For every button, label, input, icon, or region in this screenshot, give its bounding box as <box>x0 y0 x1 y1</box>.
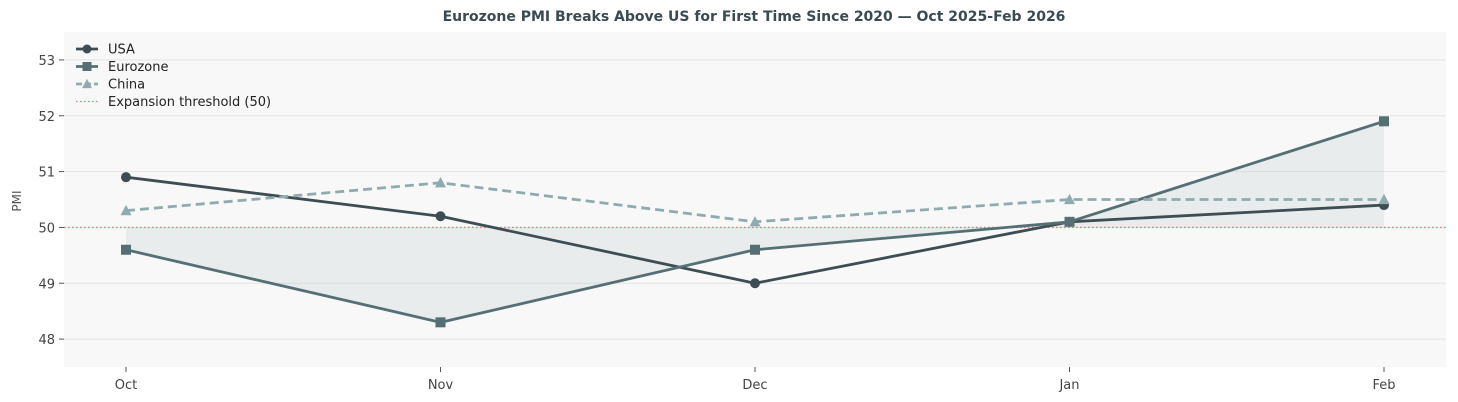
data-point-usa <box>435 211 446 222</box>
y-tick-label: 49 <box>38 277 55 292</box>
chart-title: Eurozone PMI Breaks Above US for First T… <box>443 9 1066 25</box>
x-tick-label: Feb <box>1372 378 1395 393</box>
x-tick-label: Dec <box>742 378 767 393</box>
series-layer <box>120 116 1390 328</box>
legend-label: Expansion threshold (50) <box>108 95 271 110</box>
data-point-eurozone <box>1379 116 1389 127</box>
data-point-eurozone <box>750 244 760 255</box>
x-tick-label: Jan <box>1058 378 1079 393</box>
eurozone-fill-area <box>126 121 1384 323</box>
data-point-usa <box>750 278 760 289</box>
legend-label: Eurozone <box>108 60 168 75</box>
data-point-china <box>1378 193 1390 205</box>
y-tick-label: 51 <box>38 166 55 181</box>
data-point-usa <box>121 172 131 183</box>
data-point-china <box>1064 193 1075 205</box>
data-point-eurozone <box>121 244 131 255</box>
y-tick-label: 53 <box>38 54 55 69</box>
x-tick-label: Nov <box>428 378 454 393</box>
legend-marker-usa <box>82 44 92 54</box>
data-point-china <box>749 216 761 227</box>
legend-label: China <box>108 78 145 93</box>
y-tick-label: 52 <box>38 110 55 125</box>
legend-label: USA <box>108 43 135 58</box>
fill-area <box>126 121 1384 323</box>
y-tick-label: 48 <box>38 333 55 348</box>
data-point-china <box>120 204 132 216</box>
axis-layer: 48 49 50 51 52 53 Oct Nov Dec Jan Feb <box>38 54 1395 393</box>
legend-marker-eurozone <box>82 62 92 71</box>
legend: USA Eurozone China Expansion threshold (50) <box>76 43 271 110</box>
data-point-eurozone <box>1064 216 1075 227</box>
data-point-china <box>435 177 446 188</box>
legend-marker-china <box>82 78 92 89</box>
data-point-eurozone <box>435 317 446 328</box>
y-tick-label: 50 <box>38 221 55 236</box>
y-axis-label: PMI <box>10 190 24 211</box>
x-tick-label: Oct <box>115 378 137 393</box>
